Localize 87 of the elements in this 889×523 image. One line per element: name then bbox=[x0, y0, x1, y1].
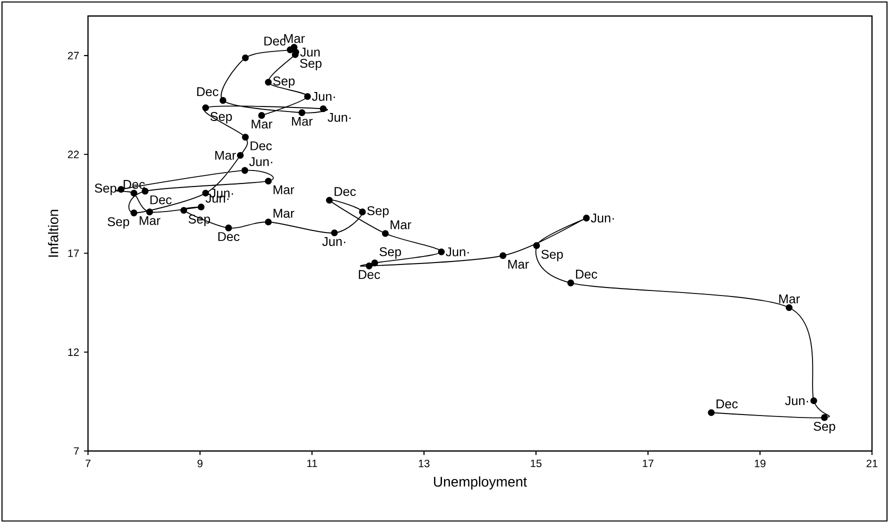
point bbox=[359, 208, 366, 216]
annotation: Mar bbox=[508, 260, 529, 269]
point bbox=[331, 229, 338, 236]
annotation: Sep bbox=[367, 206, 389, 218]
x-tick-label: 7 bbox=[86, 460, 90, 468]
x-tick-label: 11 bbox=[307, 460, 318, 468]
annotation: Jun· bbox=[446, 247, 469, 256]
annotation: Mar bbox=[292, 116, 313, 126]
point bbox=[326, 196, 333, 204]
point bbox=[130, 190, 138, 197]
y-axis-title: Infaltion bbox=[48, 210, 58, 257]
annotation: Jun· bbox=[328, 112, 351, 122]
annotation: Mar bbox=[215, 150, 236, 160]
y-tick-label: 22 bbox=[68, 150, 79, 158]
point bbox=[286, 46, 294, 54]
point bbox=[810, 397, 818, 404]
annotation: Sep bbox=[273, 76, 295, 88]
annotation: Sep bbox=[108, 217, 130, 229]
annotation: Jun· bbox=[322, 237, 346, 246]
point bbox=[786, 304, 793, 312]
point bbox=[198, 204, 205, 210]
point bbox=[264, 78, 272, 86]
annotation: Jun bbox=[300, 48, 320, 57]
annotation: Mar bbox=[274, 208, 294, 218]
annotation: Dec bbox=[264, 36, 286, 46]
annotation: Dec bbox=[716, 400, 738, 408]
point bbox=[202, 104, 210, 112]
point bbox=[180, 206, 188, 214]
point bbox=[220, 97, 226, 104]
point bbox=[242, 54, 249, 62]
x-tick-label: 9 bbox=[198, 460, 202, 468]
point bbox=[241, 167, 248, 174]
annotation: Dec bbox=[150, 195, 172, 204]
annotation: Mar bbox=[284, 34, 305, 43]
annotation: Jun· bbox=[249, 157, 272, 166]
annotation: Dec bbox=[358, 270, 380, 280]
point bbox=[371, 260, 378, 266]
point bbox=[236, 152, 244, 159]
annotation: Dec bbox=[250, 141, 272, 150]
point bbox=[567, 280, 574, 286]
annotation: Mar bbox=[779, 294, 800, 304]
point bbox=[298, 109, 306, 116]
point bbox=[708, 409, 715, 416]
annotation: Dec bbox=[334, 187, 356, 196]
annotation: Sep bbox=[300, 58, 322, 70]
annotation: Jun· bbox=[785, 396, 808, 406]
x-tick-label: 13 bbox=[418, 460, 430, 468]
y-tick-label: 17 bbox=[68, 250, 79, 257]
annotation: Mar bbox=[390, 220, 412, 230]
point bbox=[264, 218, 272, 226]
annotation: Mar bbox=[140, 216, 160, 226]
point bbox=[366, 262, 373, 270]
point bbox=[500, 252, 506, 260]
point bbox=[242, 134, 249, 141]
point bbox=[225, 224, 232, 232]
annotation: Sep bbox=[814, 422, 836, 434]
x-axis-title: Unemployment bbox=[434, 476, 527, 490]
point bbox=[304, 93, 311, 100]
y-tick-label: 12 bbox=[68, 348, 79, 356]
x-tick-label: 19 bbox=[754, 460, 766, 468]
point bbox=[118, 186, 124, 193]
point bbox=[146, 208, 154, 216]
annotation: Jun· bbox=[590, 214, 614, 222]
annotation: Jun· bbox=[312, 92, 335, 101]
annotation: Dec bbox=[197, 87, 218, 96]
x-tick-label: 17 bbox=[642, 460, 654, 468]
point bbox=[821, 414, 828, 421]
annotation: Mar bbox=[252, 120, 272, 129]
y-tick-label: 7 bbox=[74, 447, 79, 455]
annotation: Sep bbox=[380, 247, 402, 259]
point bbox=[264, 178, 272, 184]
point bbox=[258, 112, 266, 119]
annotation: Sep bbox=[541, 250, 563, 262]
point bbox=[142, 188, 149, 195]
y-tick-label: 27 bbox=[68, 52, 79, 60]
point bbox=[438, 248, 445, 256]
point bbox=[320, 105, 327, 112]
annotation: Dec bbox=[576, 270, 598, 279]
annotation: Mar bbox=[274, 185, 294, 194]
x-tick-label: 21 bbox=[866, 460, 878, 468]
annotation: Sep bbox=[94, 184, 116, 196]
point bbox=[533, 242, 540, 249]
annotation: Dec bbox=[218, 232, 240, 242]
x-tick-label: 15 bbox=[530, 460, 542, 468]
point bbox=[130, 210, 138, 216]
point bbox=[583, 214, 590, 222]
point bbox=[382, 230, 389, 237]
